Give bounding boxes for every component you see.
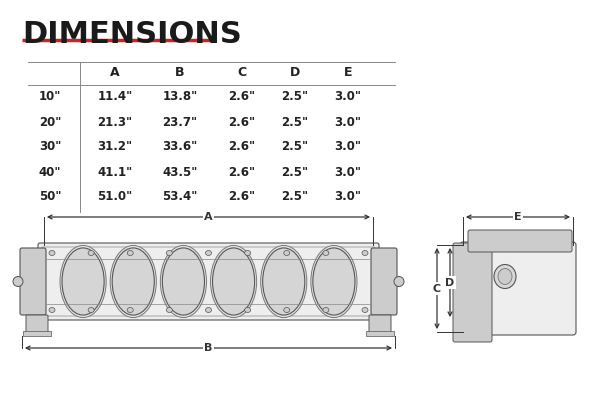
Text: 23.7": 23.7" (163, 116, 197, 128)
Ellipse shape (112, 248, 154, 315)
Ellipse shape (323, 250, 329, 256)
Ellipse shape (49, 250, 55, 256)
Text: C: C (433, 284, 441, 294)
Ellipse shape (127, 250, 133, 256)
Text: A: A (110, 66, 120, 78)
Text: 2.5": 2.5" (281, 140, 308, 154)
Text: 2.6": 2.6" (229, 90, 256, 104)
Ellipse shape (212, 248, 254, 315)
Ellipse shape (166, 308, 172, 312)
Text: 2.5": 2.5" (281, 190, 308, 204)
Ellipse shape (205, 250, 212, 256)
FancyBboxPatch shape (453, 243, 492, 342)
Text: E: E (514, 212, 522, 222)
Text: 13.8": 13.8" (163, 90, 197, 104)
FancyBboxPatch shape (38, 243, 379, 320)
Ellipse shape (362, 250, 368, 256)
Text: 2.5": 2.5" (281, 116, 308, 128)
Text: C: C (238, 66, 247, 78)
Ellipse shape (62, 248, 104, 315)
Ellipse shape (323, 308, 329, 312)
Text: 31.2": 31.2" (97, 140, 133, 154)
Text: 51.0": 51.0" (97, 190, 133, 204)
Ellipse shape (211, 246, 257, 318)
Text: 10": 10" (39, 90, 61, 104)
FancyBboxPatch shape (371, 248, 397, 315)
Ellipse shape (313, 248, 355, 315)
Ellipse shape (263, 248, 305, 315)
Ellipse shape (311, 246, 357, 318)
Text: 2.6": 2.6" (229, 166, 256, 178)
Text: 43.5": 43.5" (163, 166, 197, 178)
Ellipse shape (498, 268, 512, 284)
Text: 3.0": 3.0" (335, 190, 361, 204)
Ellipse shape (260, 246, 307, 318)
Text: E: E (344, 66, 352, 78)
Text: 41.1": 41.1" (97, 166, 133, 178)
Ellipse shape (60, 246, 106, 318)
Ellipse shape (160, 246, 206, 318)
FancyBboxPatch shape (468, 230, 572, 252)
Text: 33.6": 33.6" (163, 140, 197, 154)
Text: D: D (445, 278, 455, 288)
FancyBboxPatch shape (460, 242, 576, 335)
Text: 2.5": 2.5" (281, 90, 308, 104)
Ellipse shape (13, 276, 23, 286)
FancyBboxPatch shape (26, 315, 48, 333)
Ellipse shape (394, 276, 404, 286)
Text: 3.0": 3.0" (335, 90, 361, 104)
Ellipse shape (49, 308, 55, 312)
Text: D: D (290, 66, 300, 78)
Bar (23, 331, 51, 336)
Ellipse shape (127, 308, 133, 312)
Text: 50": 50" (39, 190, 61, 204)
Text: 3.0": 3.0" (335, 140, 361, 154)
FancyBboxPatch shape (369, 315, 391, 333)
Text: 20": 20" (39, 116, 61, 128)
Ellipse shape (88, 308, 94, 312)
Ellipse shape (284, 250, 290, 256)
Text: 11.4": 11.4" (97, 90, 133, 104)
Ellipse shape (110, 246, 157, 318)
Text: 21.3": 21.3" (97, 116, 133, 128)
Ellipse shape (245, 250, 251, 256)
Ellipse shape (362, 308, 368, 312)
Text: 40": 40" (39, 166, 61, 178)
Ellipse shape (163, 248, 205, 315)
Ellipse shape (166, 250, 172, 256)
FancyBboxPatch shape (20, 248, 46, 315)
Ellipse shape (245, 308, 251, 312)
Text: B: B (175, 66, 185, 78)
Text: 2.6": 2.6" (229, 116, 256, 128)
Ellipse shape (88, 250, 94, 256)
Ellipse shape (494, 264, 516, 288)
Text: 3.0": 3.0" (335, 116, 361, 128)
Text: B: B (205, 343, 212, 353)
Text: DIMENSIONS: DIMENSIONS (22, 20, 242, 49)
Bar (366, 331, 394, 336)
Text: 2.6": 2.6" (229, 140, 256, 154)
Text: 2.5": 2.5" (281, 166, 308, 178)
Text: A: A (204, 212, 213, 222)
Text: 3.0": 3.0" (335, 166, 361, 178)
Ellipse shape (205, 308, 212, 312)
Text: 30": 30" (39, 140, 61, 154)
Ellipse shape (284, 308, 290, 312)
Text: 53.4": 53.4" (163, 190, 197, 204)
Text: 2.6": 2.6" (229, 190, 256, 204)
